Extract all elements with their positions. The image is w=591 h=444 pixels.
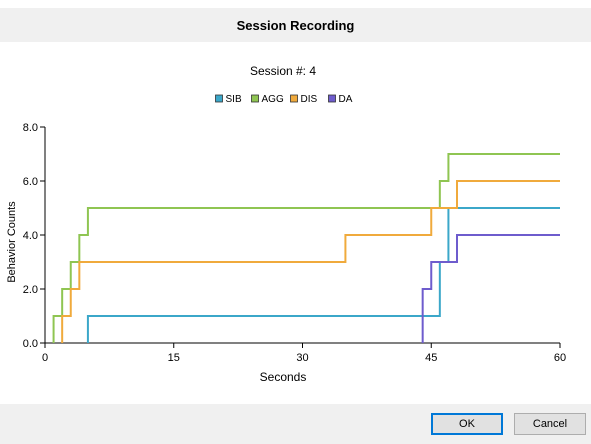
legend-label-sib: SIB (226, 94, 242, 105)
session-chart: Session #: 4 SIB AGG DIS DA 0.0 2.0 4.0 6.0 8.0 0 1… (6, 64, 566, 384)
window-title: Session Recording (236, 17, 355, 33)
legend-label-da: DA (339, 94, 353, 105)
series-line-sib (86, 207, 560, 343)
x-tick-label: 45 (425, 352, 437, 364)
legend-swatch-dis (290, 94, 298, 103)
series-line-dis (61, 180, 560, 343)
ok-button[interactable]: OK (431, 413, 503, 435)
window-title-bar: Session Recording (0, 8, 591, 42)
series-line-da (421, 234, 560, 343)
x-axis-label: Seconds (260, 370, 307, 384)
y-tick-label: 2.0 (23, 284, 38, 296)
y-tick-label: 8.0 (23, 122, 38, 134)
x-tick-label: 0 (42, 352, 48, 364)
y-tick-label: 0.0 (23, 338, 38, 350)
y-tick-label: 4.0 (23, 230, 38, 242)
legend-swatch-agg (251, 94, 259, 103)
series-line-agg (52, 153, 560, 343)
legend-label-dis: DIS (301, 94, 318, 105)
legend-swatch-da (328, 94, 336, 103)
y-tick-label: 6.0 (23, 176, 38, 188)
legend-swatch-sib (215, 94, 223, 103)
y-axis-label: Behavior Counts (6, 201, 18, 283)
chart-area: Session #: 4 SIB AGG DIS DA 0.0 2.0 4.0 6.0 8.0 0 1… (0, 42, 591, 404)
x-tick-label: 60 (554, 352, 566, 364)
cancel-button[interactable]: Cancel (514, 413, 586, 435)
chart-title: Session #: 4 (250, 64, 316, 78)
x-tick-label: 30 (296, 352, 308, 364)
dialog-footer: OK Cancel (0, 404, 591, 444)
x-tick-label: 15 (168, 352, 180, 364)
legend-label-agg: AGG (262, 94, 284, 105)
